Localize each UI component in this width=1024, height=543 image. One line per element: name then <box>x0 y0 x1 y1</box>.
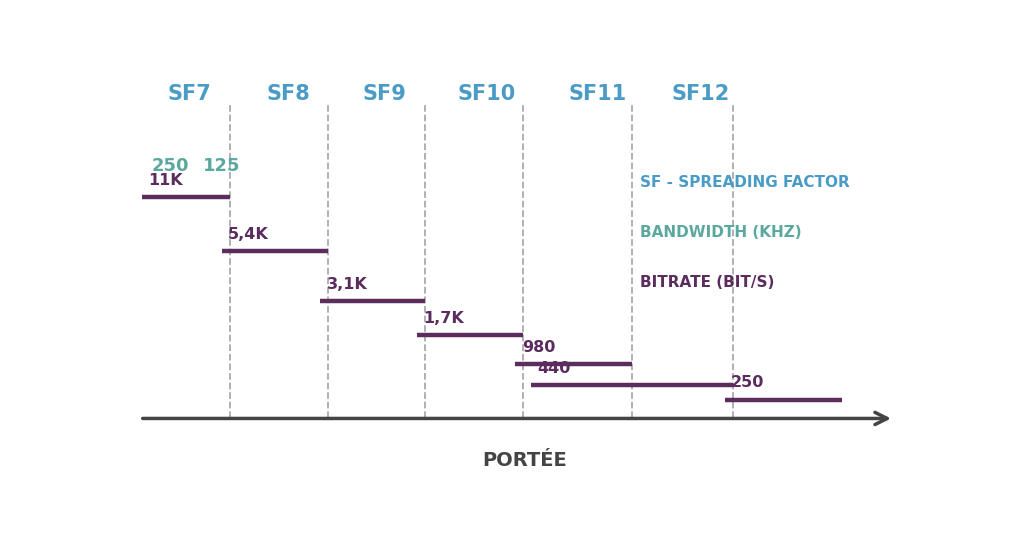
Text: 980: 980 <box>521 340 555 355</box>
Text: 1,7K: 1,7K <box>423 311 464 326</box>
Text: 3,1K: 3,1K <box>327 277 368 292</box>
Text: 11K: 11K <box>148 173 183 188</box>
Text: SF10: SF10 <box>458 84 516 104</box>
Text: 250: 250 <box>152 156 189 174</box>
Text: BITRATE (BIT/S): BITRATE (BIT/S) <box>640 275 774 290</box>
Text: SF12: SF12 <box>672 84 730 104</box>
Text: 250: 250 <box>731 375 765 390</box>
Text: SF8: SF8 <box>267 84 310 104</box>
Text: 125: 125 <box>204 156 241 174</box>
Text: SF7: SF7 <box>168 84 211 104</box>
Text: 5,4K: 5,4K <box>228 227 268 242</box>
Text: SF - SPREADING FACTOR: SF - SPREADING FACTOR <box>640 175 850 190</box>
Text: PORTÉE: PORTÉE <box>482 451 567 470</box>
Text: BANDWIDTH (KHZ): BANDWIDTH (KHZ) <box>640 225 802 240</box>
Text: SF9: SF9 <box>362 84 406 104</box>
Text: SF11: SF11 <box>568 84 627 104</box>
Text: 440: 440 <box>538 361 570 376</box>
